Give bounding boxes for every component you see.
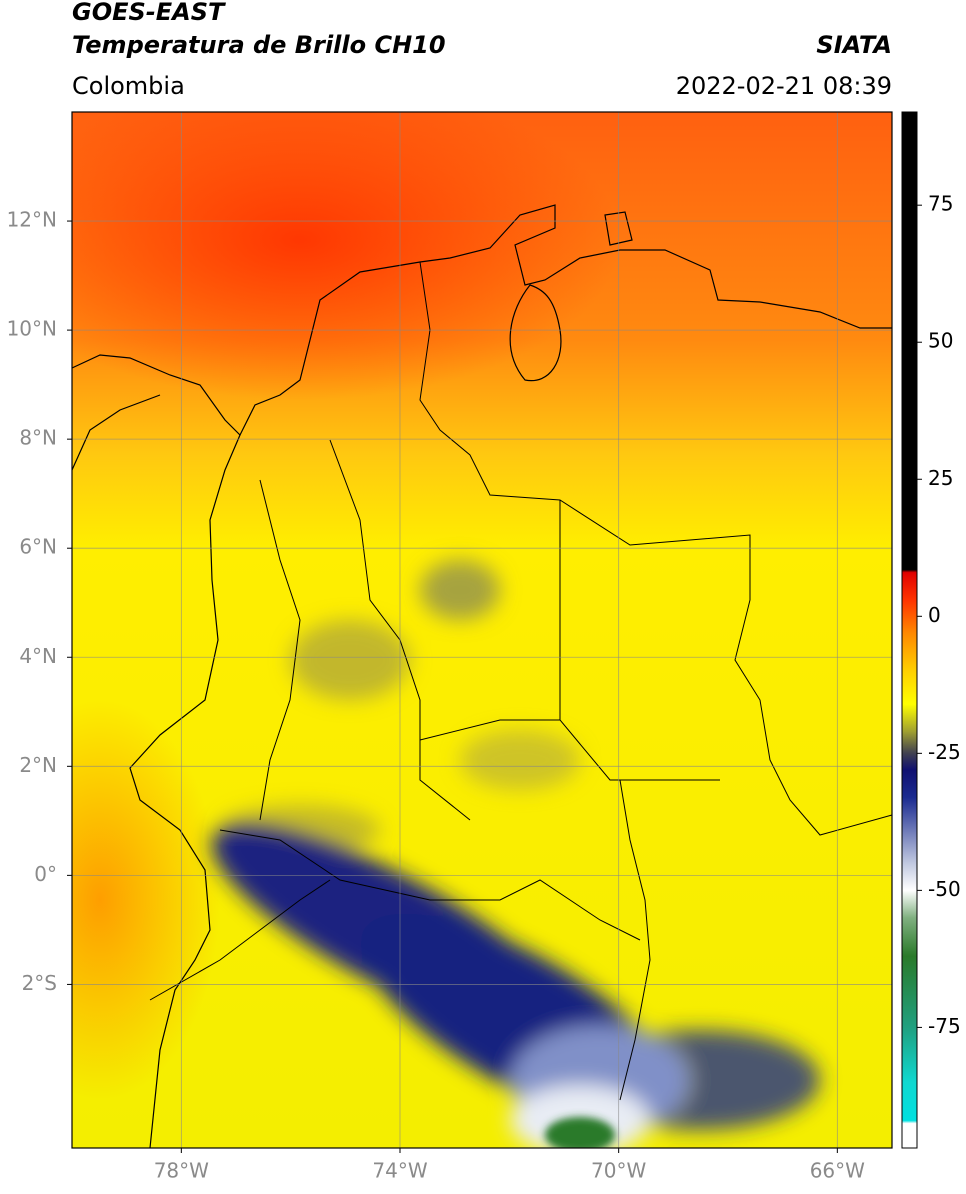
- clouds: [211, 560, 820, 1148]
- warm-area: [72, 112, 620, 400]
- colorbar-tick-label: -50: [928, 877, 961, 901]
- map-frame: [71, 111, 893, 1149]
- y-tick-label: 0°: [34, 862, 57, 886]
- x-tick-label: 66°W: [810, 1159, 865, 1183]
- colorbar-tick-label: -25: [928, 740, 961, 764]
- x-tick-label: 70°W: [591, 1159, 646, 1183]
- region: Colombia: [72, 72, 185, 100]
- y-tick-label: 10°N: [7, 317, 57, 341]
- cold-core: [545, 1117, 615, 1148]
- y-tick-label: 6°N: [19, 535, 57, 559]
- y-tick-label: 8°N: [19, 426, 57, 450]
- y-tick-label: 4°N: [19, 644, 57, 668]
- y-tick-label: 2°S: [22, 971, 57, 995]
- colorbar-tick-label: 75: [928, 192, 953, 216]
- y-tick-label: 12°N: [7, 208, 57, 232]
- title: GOES-EAST: [72, 0, 226, 26]
- colorbar-tick-label: 25: [928, 466, 953, 490]
- x-tick-label: 74°W: [372, 1159, 427, 1183]
- subtitle: Temperatura de Brillo CH10: [72, 31, 446, 59]
- colorbar-tick-label: 50: [928, 329, 953, 353]
- grid: [72, 112, 892, 1148]
- datetime: 2022-02-21 08:39: [676, 72, 892, 100]
- x-tick-label: 78°W: [154, 1159, 209, 1183]
- colorbar: [901, 111, 918, 1149]
- y-tick-label: 2°N: [19, 753, 57, 777]
- colorbar-tick-label: -75: [928, 1014, 961, 1038]
- warm-area: [72, 700, 220, 1100]
- map-image: [72, 112, 892, 1148]
- coastlines: [72, 204, 892, 1148]
- source: SIATA: [816, 31, 892, 59]
- colorbar-tick-label: 0: [928, 603, 941, 627]
